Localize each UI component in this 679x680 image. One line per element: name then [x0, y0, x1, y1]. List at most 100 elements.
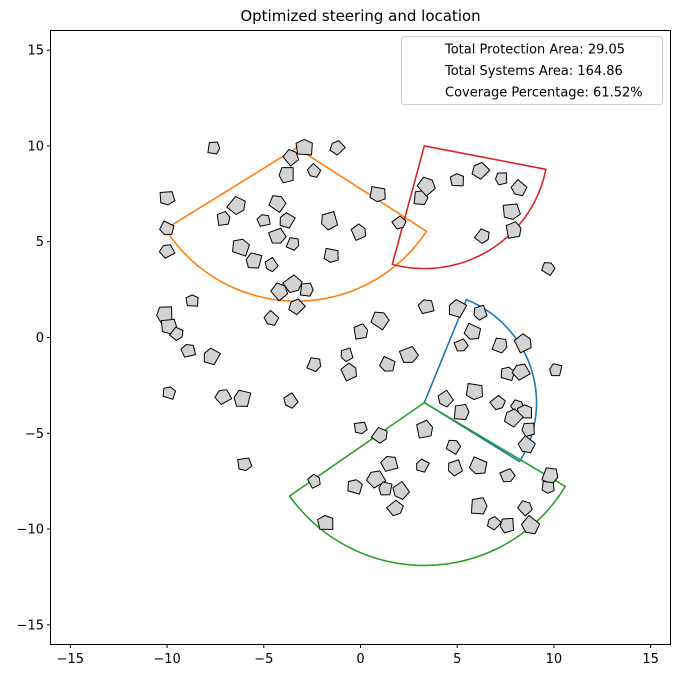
- x-axis: −15 −10 −5 0 5 10 15: [57, 644, 659, 667]
- system-polygon: [448, 459, 463, 477]
- system-polygon: [449, 173, 464, 187]
- system-polygon: [468, 456, 488, 475]
- system-polygon: [279, 212, 296, 229]
- y-tick-label: −15: [17, 618, 44, 633]
- system-polygon: [323, 247, 339, 263]
- system-polygon: [285, 237, 300, 251]
- system-polygon: [353, 421, 368, 435]
- x-tick-label: −15: [57, 652, 84, 667]
- system-polygon: [502, 203, 521, 220]
- x-tick-label: 5: [453, 652, 461, 667]
- system-polygon: [159, 191, 176, 206]
- system-polygon: [158, 244, 176, 259]
- y-tick-label: −10: [17, 523, 44, 538]
- system-polygon: [510, 179, 528, 197]
- system-polygon: [491, 337, 508, 354]
- system-polygon: [380, 456, 399, 472]
- system-polygon: [391, 215, 407, 230]
- system-polygon: [463, 322, 482, 340]
- system-polygon: [392, 481, 410, 500]
- legend-entry-protection-area: Total Protection Area: 29.05: [444, 43, 625, 58]
- protection-sector: [391, 145, 547, 270]
- legend-box: [401, 36, 663, 105]
- system-polygon: [541, 480, 555, 494]
- system-polygon: [226, 195, 246, 215]
- systems-layer: [156, 138, 563, 535]
- system-polygon: [307, 473, 321, 489]
- system-polygon: [465, 383, 484, 401]
- system-polygon: [168, 326, 184, 341]
- system-polygon: [256, 214, 271, 227]
- system-polygon: [370, 427, 388, 444]
- system-polygon: [340, 347, 354, 363]
- system-polygon: [369, 186, 386, 203]
- system-polygon: [511, 363, 531, 381]
- system-polygon: [282, 274, 303, 294]
- system-polygon: [268, 227, 287, 244]
- x-tick-label: −5: [254, 652, 273, 667]
- system-polygon: [470, 497, 488, 515]
- x-tick-label: −10: [153, 652, 180, 667]
- system-polygon: [180, 343, 196, 358]
- system-polygon: [299, 282, 314, 297]
- system-polygon: [282, 148, 300, 167]
- system-polygon: [306, 357, 322, 373]
- system-polygon: [379, 355, 396, 372]
- system-polygon: [505, 221, 522, 239]
- legend: Total Protection Area: 29.05 Total Syste…: [401, 36, 663, 105]
- system-polygon: [270, 282, 289, 302]
- y-axis: −15 −10 −5 0 5 10 15: [17, 44, 51, 633]
- system-polygon: [347, 479, 363, 495]
- system-polygon: [437, 389, 454, 408]
- system-polygon: [517, 500, 533, 517]
- system-polygon: [232, 238, 250, 257]
- system-polygon: [207, 141, 221, 155]
- system-polygon: [416, 419, 434, 439]
- system-polygon: [264, 256, 279, 273]
- system-polygon: [162, 386, 177, 400]
- system-polygon: [245, 252, 263, 269]
- chart-title: Optimized steering and location: [240, 7, 480, 25]
- system-polygon: [520, 514, 541, 535]
- system-polygon: [295, 138, 313, 156]
- system-polygon: [233, 389, 252, 407]
- system-polygon: [317, 514, 334, 530]
- system-polygon: [453, 404, 470, 421]
- system-polygon: [370, 311, 390, 331]
- system-polygon: [471, 161, 491, 180]
- system-polygon: [321, 211, 339, 231]
- y-tick-label: −5: [25, 427, 44, 442]
- system-polygon: [416, 176, 436, 197]
- system-polygon: [237, 457, 253, 472]
- y-tick-label: 10: [27, 139, 44, 154]
- x-tick-label: 0: [356, 652, 364, 667]
- system-polygon: [203, 347, 221, 366]
- system-polygon: [306, 163, 322, 178]
- system-polygon: [541, 262, 556, 277]
- system-polygon: [486, 516, 502, 531]
- system-polygon: [416, 458, 430, 473]
- system-polygon: [503, 408, 524, 428]
- system-polygon: [517, 435, 536, 454]
- x-tick-label: 15: [642, 652, 659, 667]
- x-tick-label: 10: [546, 652, 563, 667]
- y-tick-label: 15: [27, 44, 44, 59]
- system-polygon: [156, 306, 173, 324]
- system-polygon: [278, 167, 294, 184]
- system-polygon: [473, 304, 488, 321]
- system-polygon: [353, 323, 369, 340]
- system-polygon: [549, 363, 563, 377]
- system-polygon: [216, 210, 231, 226]
- system-polygon: [350, 223, 366, 241]
- system-polygon: [268, 195, 287, 213]
- system-polygon: [185, 294, 199, 307]
- system-polygon: [499, 468, 516, 483]
- system-polygon: [521, 422, 535, 437]
- system-polygon: [473, 228, 490, 244]
- system-polygon: [365, 470, 387, 489]
- y-tick-label: 0: [36, 331, 44, 346]
- system-polygon: [398, 345, 419, 363]
- system-polygon: [214, 389, 233, 405]
